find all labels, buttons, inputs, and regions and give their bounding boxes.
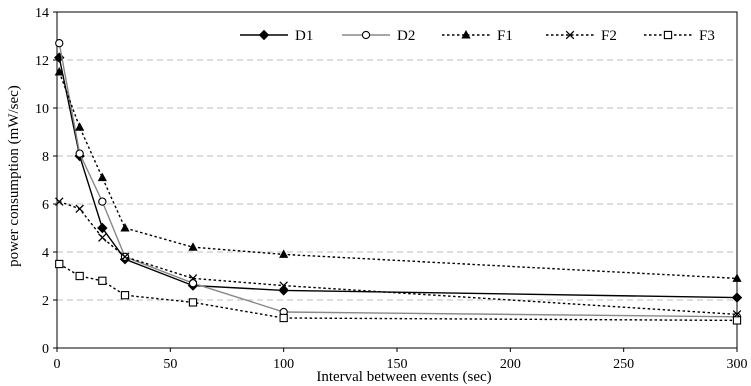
data-point-d2 [188,279,198,288]
data-point-d2 [98,197,107,206]
legend-marker-f1 [461,30,471,39]
marker-stroke [98,233,107,242]
y-tick-label: 4 [42,246,49,261]
data-point-f3 [279,313,288,323]
data-point-f3 [120,291,130,300]
x-tick-label: 100 [273,357,294,372]
marker-stroke [565,30,575,40]
data-point-f3 [55,259,64,269]
data-point-d2 [55,39,64,48]
data-point-f2 [120,252,130,262]
data-point-f2 [279,281,288,290]
legend-marker-d2 [361,30,371,40]
series-d2 [55,39,742,321]
series-f2 [55,197,742,319]
x-tick-label: 150 [387,357,408,372]
x-tick-label: 0 [54,357,61,372]
legend-item-f3: F3 [644,28,715,44]
data-point-f3 [98,276,107,285]
x-tick-label: 200 [500,357,521,372]
marker-stroke [279,281,288,290]
legend-item-d2: D2 [342,28,415,44]
legend-label-f3: F3 [699,28,715,44]
data-point-f2 [75,204,84,214]
data-point-f1 [54,67,64,76]
data-point-f1 [120,223,130,232]
marker-stroke [55,197,64,206]
data-point-d1 [731,292,743,303]
plot-area-border [56,11,738,349]
legend-marker-d1 [258,29,270,41]
x-tick-label: 50 [163,357,177,372]
legend-label-f2: F2 [601,28,617,44]
marker-stroke [75,204,84,214]
x-tick-label: 300 [727,357,748,372]
grid-lines [57,11,737,301]
data-point-f1 [188,242,198,251]
series-f3 [55,259,742,325]
series-d1 [54,52,743,303]
marker-stroke [120,252,130,262]
y-tick-label: 0 [42,342,49,357]
legend-item-f1: F1 [442,28,513,44]
y-tick-label: 12 [35,54,49,69]
legend-label-d2: D2 [397,28,415,44]
legend-item-d1: D1 [240,28,313,44]
x-axis-title: Interval between events (sec) [316,369,491,385]
data-point-d2 [75,149,84,158]
series-line-f2 [59,200,738,316]
data-point-f1 [732,273,742,282]
data-point-f3 [75,271,84,281]
legend-marker-f2 [565,30,575,40]
data-point-f3 [188,298,198,307]
y-tick-label: 6 [42,198,49,213]
data-point-f2 [98,233,107,242]
data-point-f1 [279,249,289,258]
y-tick-label: 8 [42,150,49,165]
legend-label-f1: F1 [497,28,513,44]
data-point-f2 [188,274,198,283]
axes: 0 2 4 6 8 10 12 14 0 50 100 150 200 250 300 [35,6,748,372]
data-point-f3 [732,316,742,325]
data-point-f1 [75,122,85,131]
data-point-f1 [97,172,107,182]
series-f1 [54,67,742,282]
series-line-d2 [58,43,738,318]
legend: D1 D2 F1 F2 F3 [240,28,715,44]
y-tick-label: 2 [42,294,49,309]
legend-item-f2: F2 [546,28,617,44]
series-line-f1 [58,71,738,280]
marker-stroke [188,274,198,283]
legend-label-d1: D1 [295,28,313,44]
y-tick-label: 10 [35,102,49,117]
series-line-d1 [58,57,738,299]
data-point-d1 [97,222,108,234]
data-point-d1 [278,285,289,296]
y-tick-label: 14 [35,6,49,21]
legend-marker-f3 [663,30,673,40]
x-tick-label: 250 [613,357,634,372]
series-layer [54,39,743,325]
data-point-f2 [55,197,64,206]
y-axis-title: power consumption (mW/sec) [6,85,22,267]
